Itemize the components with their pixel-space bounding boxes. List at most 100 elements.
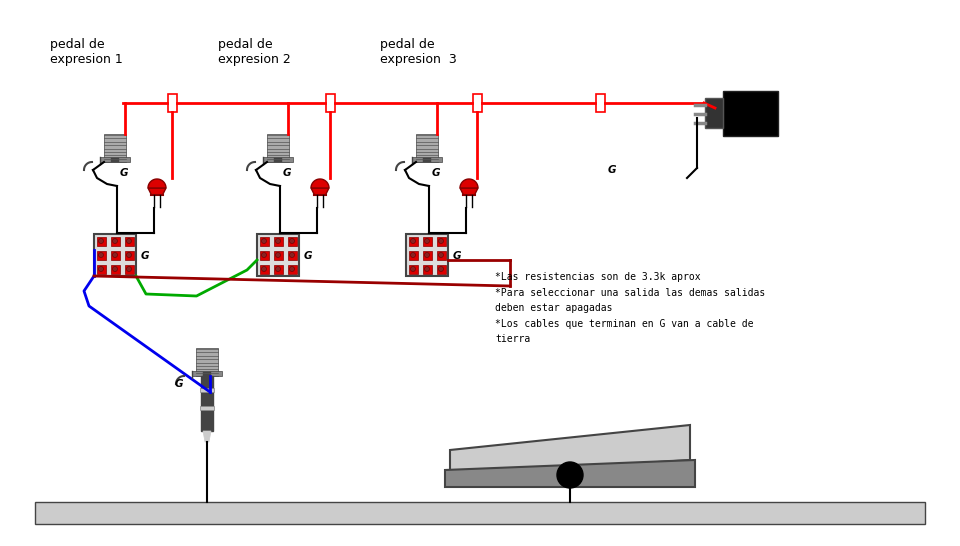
Bar (409, 236, 418, 246)
Circle shape (411, 266, 416, 271)
Circle shape (290, 252, 295, 258)
Polygon shape (203, 431, 211, 442)
Bar (35, 502, 925, 524)
Text: G: G (175, 379, 183, 389)
Bar (125, 251, 133, 259)
Circle shape (290, 266, 295, 271)
Circle shape (112, 252, 117, 258)
Polygon shape (460, 179, 478, 188)
Text: G: G (120, 168, 129, 178)
Circle shape (112, 239, 117, 244)
Bar (97, 264, 106, 274)
Bar (110, 251, 119, 259)
Text: G: G (141, 251, 150, 261)
Bar (422, 264, 431, 274)
Circle shape (261, 252, 267, 258)
Bar (409, 264, 418, 274)
Bar (259, 264, 269, 274)
Bar (287, 264, 297, 274)
Circle shape (276, 239, 280, 244)
Bar (94, 234, 136, 276)
Bar (416, 134, 438, 162)
Bar (274, 251, 282, 259)
Circle shape (411, 252, 416, 258)
Bar (196, 348, 218, 376)
Bar (472, 94, 482, 112)
Bar (104, 134, 126, 162)
Bar (287, 251, 297, 259)
Bar (437, 251, 445, 259)
Circle shape (99, 239, 104, 244)
Bar (274, 264, 282, 274)
Circle shape (276, 266, 280, 271)
Polygon shape (460, 188, 478, 195)
Circle shape (127, 252, 132, 258)
Circle shape (439, 252, 444, 258)
Bar (97, 236, 106, 246)
Polygon shape (450, 425, 690, 475)
Text: G: G (283, 168, 292, 178)
Bar (422, 236, 431, 246)
Circle shape (557, 462, 583, 488)
Circle shape (424, 252, 429, 258)
Bar (437, 264, 445, 274)
Bar (201, 376, 213, 431)
Bar (274, 236, 282, 246)
Bar (125, 264, 133, 274)
Bar (259, 236, 269, 246)
Bar (97, 251, 106, 259)
Text: *Las resistencias son de 3.3k aprox
*Para seleccionar una salida las demas salid: *Las resistencias son de 3.3k aprox *Par… (495, 272, 765, 345)
Text: pedal de
expresion 2: pedal de expresion 2 (218, 38, 291, 66)
Circle shape (424, 266, 429, 271)
Text: G: G (608, 165, 616, 175)
Bar (406, 234, 448, 276)
Bar (705, 98, 723, 128)
Polygon shape (311, 179, 329, 188)
Bar (723, 91, 778, 135)
Polygon shape (148, 179, 166, 188)
Circle shape (290, 239, 295, 244)
Bar (325, 94, 334, 112)
Bar (595, 94, 605, 112)
Bar (422, 251, 431, 259)
Bar (257, 234, 299, 276)
Circle shape (112, 266, 117, 271)
Circle shape (424, 239, 429, 244)
Circle shape (127, 239, 132, 244)
Circle shape (276, 252, 280, 258)
Text: G: G (453, 251, 462, 261)
Text: G: G (304, 251, 313, 261)
Bar (259, 251, 269, 259)
Text: pedal de
expresion 1: pedal de expresion 1 (50, 38, 123, 66)
Text: G: G (432, 168, 441, 178)
Bar (263, 157, 293, 162)
Bar (111, 158, 119, 162)
Bar (409, 251, 418, 259)
Circle shape (439, 266, 444, 271)
Circle shape (127, 266, 132, 271)
Circle shape (261, 239, 267, 244)
Bar (423, 158, 431, 162)
Polygon shape (445, 460, 695, 487)
Bar (192, 371, 222, 376)
Bar (203, 372, 211, 376)
Bar (287, 236, 297, 246)
Circle shape (99, 266, 104, 271)
Bar (412, 157, 442, 162)
Bar (274, 158, 282, 162)
Text: pedal de
expresion  3: pedal de expresion 3 (380, 38, 457, 66)
Bar (200, 406, 214, 410)
Polygon shape (311, 188, 329, 195)
Bar (200, 388, 214, 392)
Bar (437, 236, 445, 246)
Bar (110, 264, 119, 274)
Bar (100, 157, 130, 162)
Circle shape (99, 252, 104, 258)
Bar (125, 236, 133, 246)
Circle shape (261, 266, 267, 271)
Polygon shape (148, 188, 166, 195)
Bar (267, 134, 289, 162)
Circle shape (411, 239, 416, 244)
Bar (167, 94, 177, 112)
Bar (110, 236, 119, 246)
